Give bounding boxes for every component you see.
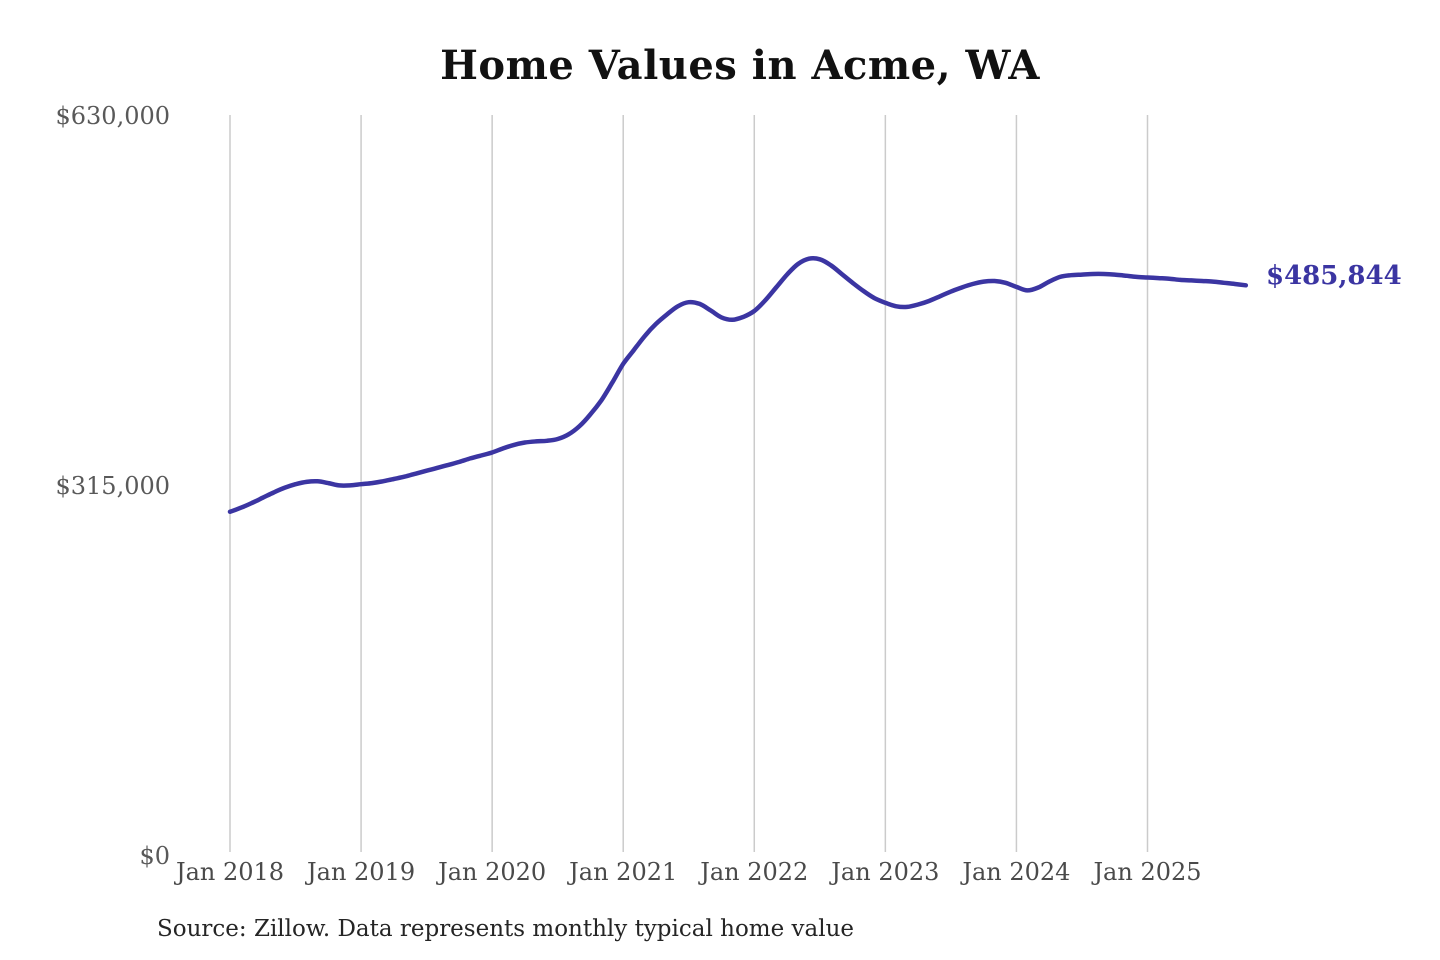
vertical-gridlines bbox=[229, 115, 1149, 852]
source-attribution: Source: Zillow. Data represents monthly … bbox=[157, 916, 855, 942]
chart-title: Home Values in Acme, WA bbox=[440, 42, 1040, 89]
x-tick-label: Jan 2018 bbox=[175, 858, 285, 886]
y-tick-label: $315,000 bbox=[55, 472, 170, 500]
y-tick-label: $0 bbox=[139, 842, 170, 870]
x-tick-label: Jan 2019 bbox=[307, 858, 416, 886]
x-tick-label: Jan 2025 bbox=[1093, 858, 1202, 886]
x-tick-label: Jan 2021 bbox=[569, 858, 678, 886]
x-tick-label: Jan 2022 bbox=[700, 858, 809, 886]
x-tick-label: Jan 2024 bbox=[962, 858, 1071, 886]
home-value-line-series bbox=[227, 255, 1249, 515]
latest-value-label: $485,844 bbox=[1266, 261, 1402, 291]
y-tick-label: $630,000 bbox=[55, 102, 170, 130]
x-tick-label: Jan 2023 bbox=[831, 858, 940, 886]
x-tick-label: Jan 2020 bbox=[438, 858, 547, 886]
